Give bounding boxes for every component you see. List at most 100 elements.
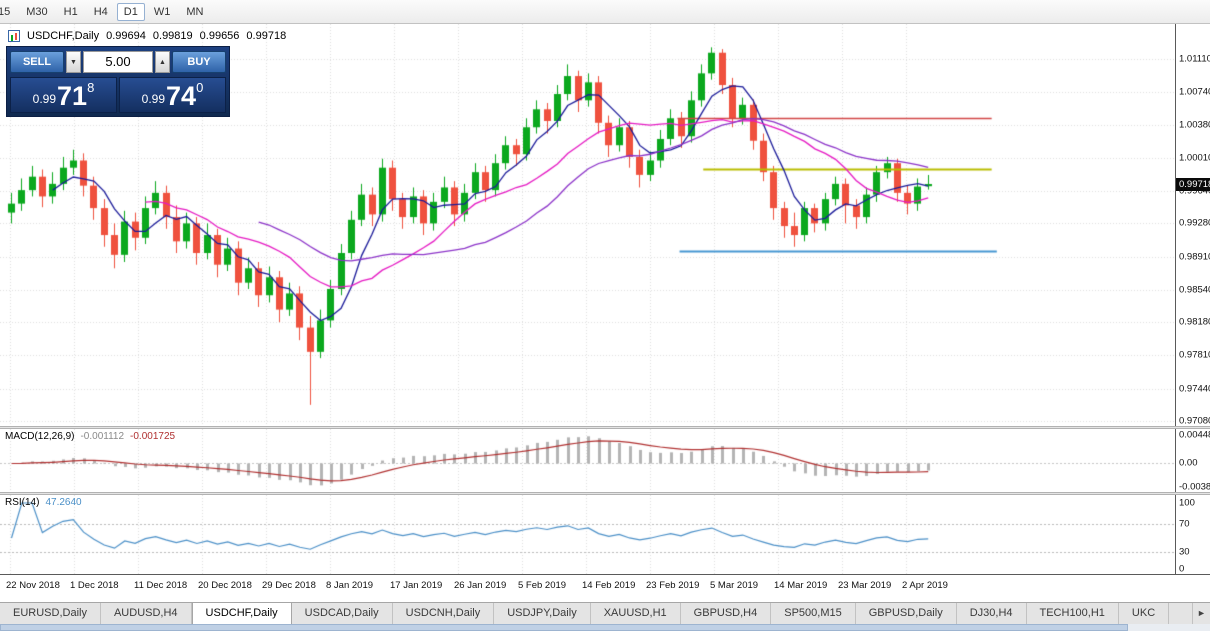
date-axis-label: 22 Nov 2018: [6, 580, 60, 591]
rsi-canvas[interactable]: [0, 495, 1175, 574]
buy-price-big: 74: [166, 81, 197, 111]
macd-axis-label: 0.004487: [1179, 429, 1210, 441]
price-axis-label: 0.99280: [1179, 217, 1210, 229]
rsi-axis-label: 0: [1179, 563, 1185, 575]
timeframe-w1[interactable]: W1: [153, 5, 171, 18]
macd-name: MACD(12,26,9): [5, 431, 75, 442]
spinner-down-icon: ▼: [70, 59, 77, 66]
tab-usdchf-daily[interactable]: USDCHF,Daily: [191, 603, 292, 624]
date-axis-label: 23 Mar 2019: [838, 580, 892, 591]
tab-tech100-h1[interactable]: TECH100,H1: [1026, 603, 1119, 624]
high-value: 0.99819: [152, 30, 193, 42]
rsi-axis-label: 30: [1179, 546, 1190, 558]
horizontal-scrollbar[interactable]: [0, 624, 1210, 631]
date-axis-label: 14 Feb 2019: [582, 580, 636, 591]
trade-controls-row: SELL ▼ 5.00 ▲ BUY: [10, 50, 226, 74]
buy-price-prefix: 0.99: [141, 92, 166, 106]
price-axis-label: 1.00010: [1179, 152, 1210, 164]
scrollbar-thumb[interactable]: [0, 624, 1128, 631]
tab-gbpusd-h4[interactable]: GBPUSD,H4: [680, 603, 772, 624]
buy-price-sup: 0: [196, 80, 204, 95]
macd-label: MACD(12,26,9) -0.001112 -0.001725: [5, 431, 175, 442]
sell-price-prefix: 0.99: [32, 92, 57, 106]
timeframe-h1[interactable]: H1: [63, 5, 78, 18]
macd-canvas[interactable]: [0, 429, 1175, 492]
trade-quotes-row: 0.99 71 8 0.99 74 0: [10, 77, 226, 113]
price-axis-label: 0.97440: [1179, 383, 1210, 395]
date-axis-label: 5 Mar 2019: [710, 580, 759, 591]
macd-axis-label: -0.003883: [1179, 481, 1210, 493]
timeframe-m30[interactable]: M30: [26, 5, 48, 18]
tab-xauusd-h1[interactable]: XAUUSD,H1: [590, 603, 681, 624]
main-plot: USDCHF,Daily 0.99694 0.99819 0.99656 0.9…: [0, 24, 1175, 426]
open-value: 0.99694: [106, 30, 146, 42]
timeframe-15[interactable]: 15: [0, 5, 11, 18]
chart-window-icon[interactable]: [8, 30, 20, 42]
buy-price-display[interactable]: 0.99 74 0: [119, 77, 226, 113]
tab-gbpusd-daily[interactable]: GBPUSD,Daily: [855, 603, 957, 624]
timeframe-d1[interactable]: D1: [116, 2, 145, 21]
panel-splitter[interactable]: [0, 492, 1210, 495]
arrow-right-icon: ►: [1197, 608, 1206, 618]
low-value: 0.99656: [199, 30, 240, 42]
rsi-panel: RSI(14) 47.2640 100 70 30 0: [0, 495, 1210, 575]
tab-usdcnh-daily[interactable]: USDCNH,Daily: [392, 603, 495, 624]
tab-sp500-m15[interactable]: SP500,M15: [771, 603, 856, 624]
macd-main-value: -0.001112: [80, 431, 125, 442]
rsi-axis-label: 70: [1179, 518, 1190, 530]
macd-axis-label: 0.00: [1179, 457, 1198, 469]
date-axis-label: 20 Dec 2018: [198, 580, 252, 591]
symbol-label: USDCHF,Daily: [27, 30, 100, 42]
spinner-up-icon: ▲: [159, 59, 166, 66]
main-price-axis[interactable]: 0.99718 1.01110 1.00740 1.00380 1.00010 0.99…: [1175, 24, 1210, 427]
rsi-value: 47.2640: [45, 497, 82, 508]
one-click-trading-panel: SELL ▼ 5.00 ▲ BUY 0.99 71 8 0.99: [6, 46, 230, 117]
main-chart-panel: USDCHF,Daily 0.99694 0.99819 0.99656 0.9…: [0, 24, 1210, 427]
date-axis-label: 14 Mar 2019: [774, 580, 828, 591]
rsi-label: RSI(14) 47.2640: [5, 497, 82, 508]
rsi-plot: RSI(14) 47.2640: [0, 495, 1175, 574]
date-axis-label: 26 Jan 2019: [454, 580, 507, 591]
timeframe-h4[interactable]: H4: [93, 5, 108, 18]
tab-strip: EURUSD,Daily AUDUSD,H4 USDCHF,Daily USDCAD,…: [0, 603, 1192, 624]
macd-axis[interactable]: 0.004487 0.00 -0.003883: [1175, 429, 1210, 493]
tab-ukc[interactable]: UKC: [1118, 603, 1170, 624]
sell-price-sup: 8: [87, 80, 95, 95]
price-axis-label: 0.97810: [1179, 349, 1210, 361]
sell-price-display[interactable]: 0.99 71 8: [10, 77, 117, 113]
price-axis-label: 0.98180: [1179, 316, 1210, 328]
tab-audusd-h4[interactable]: AUDUSD,H4: [100, 603, 192, 624]
tab-scroll-right-button[interactable]: ►: [1192, 603, 1210, 624]
rsi-name: RSI(14): [5, 497, 40, 508]
time-axis[interactable]: 22 Nov 2018 1 Dec 2018 11 Dec 2018 20 Dec 2…: [0, 574, 1210, 602]
macd-signal-value: -0.001725: [130, 431, 176, 442]
tab-dj30-h4[interactable]: DJ30,H4: [956, 603, 1027, 624]
date-axis-label: 1 Dec 2018: [70, 580, 119, 591]
price-axis-label: 0.97080: [1179, 415, 1210, 427]
price-axis-label: 0.98910: [1179, 251, 1210, 263]
close-value: 0.99718: [246, 30, 287, 42]
tab-usdjpy-daily[interactable]: USDJPY,Daily: [494, 603, 591, 624]
date-axis-label: 23 Feb 2019: [646, 580, 700, 591]
price-axis-label: 1.00380: [1179, 119, 1210, 131]
date-axis-label: 5 Feb 2019: [518, 580, 567, 591]
sell-button[interactable]: SELL: [10, 51, 64, 73]
timeframe-mn[interactable]: MN: [186, 5, 204, 18]
chart-tab-bar: EURUSD,Daily AUDUSD,H4 USDCHF,Daily USDCAD,…: [0, 602, 1210, 624]
macd-panel: MACD(12,26,9) -0.001112 -0.001725 0.0044…: [0, 429, 1210, 493]
price-axis-label: 1.01110: [1179, 53, 1210, 65]
volume-decrease-button[interactable]: ▼: [66, 51, 81, 73]
macd-plot: MACD(12,26,9) -0.001112 -0.001725: [0, 429, 1175, 492]
rsi-axis[interactable]: 100 70 30 0: [1175, 495, 1210, 575]
buy-button[interactable]: BUY: [172, 51, 226, 73]
tab-eurusd-daily[interactable]: EURUSD,Daily: [0, 603, 101, 624]
chart-region: USDCHF,Daily 0.99694 0.99819 0.99656 0.9…: [0, 24, 1210, 602]
tab-usdcad-daily[interactable]: USDCAD,Daily: [291, 603, 393, 624]
volume-input[interactable]: 5.00: [83, 51, 153, 73]
volume-increase-button[interactable]: ▲: [155, 51, 170, 73]
rsi-axis-label: 100: [1179, 497, 1195, 509]
date-axis-label: 2 Apr 2019: [902, 580, 948, 591]
sell-price-big: 71: [57, 81, 88, 111]
panel-splitter[interactable]: [0, 426, 1210, 429]
